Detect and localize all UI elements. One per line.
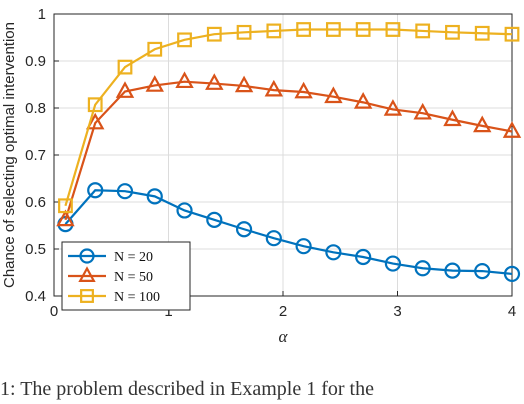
- triangle-marker: [115, 81, 135, 98]
- y-tick-label: 0.8: [25, 100, 46, 117]
- triangle-marker: [294, 81, 313, 99]
- square-marker: [474, 25, 490, 41]
- square-marker: [355, 22, 371, 37]
- square-marker: [266, 23, 282, 39]
- square-marker: [236, 24, 252, 40]
- triangle-marker: [86, 112, 105, 130]
- series-3: [58, 22, 520, 214]
- circle-marker: [146, 188, 163, 205]
- circle-marker: [235, 221, 253, 238]
- circle-marker: [503, 265, 521, 283]
- circle-marker: [444, 262, 461, 279]
- chart: 0 1 2 3 40.40.50.60.70.80.91 N = 20N = 50N =…: [1, 6, 522, 346]
- y-axis-label: Chance of selecting optimal intervention: [1, 22, 18, 288]
- triangle-marker: [443, 109, 462, 127]
- triangle-marker: [383, 99, 403, 116]
- y-tick-label: 0.6: [25, 194, 46, 211]
- circle-marker: [116, 183, 134, 200]
- axis-ticks: 0 1 2 3 4 0.4 0.5 0.6 0.7 0.8 0.9 1: [25, 6, 516, 320]
- triangle-marker: [175, 71, 194, 89]
- triangle-marker: [413, 102, 432, 120]
- series-1: [57, 182, 521, 283]
- circle-marker: [325, 244, 342, 261]
- square-marker: [58, 198, 73, 214]
- square-marker: [415, 23, 431, 39]
- circle-marker: [79, 248, 95, 264]
- triangle-marker: [353, 92, 373, 109]
- x-axis-label: α: [279, 327, 289, 346]
- x-tick-label: 2: [279, 303, 287, 320]
- triangle-marker: [145, 75, 164, 92]
- square-marker: [87, 97, 103, 113]
- y-tick-label: 0.7: [25, 147, 46, 164]
- series-line: [64, 28, 513, 207]
- x-tick-label: 1: [164, 303, 172, 320]
- legend-item: N = 100: [68, 289, 160, 305]
- legend-item: N = 20: [68, 248, 153, 265]
- triangle-marker: [324, 86, 343, 104]
- triangle-marker: [205, 73, 224, 90]
- y-tick-label: 0.9: [25, 53, 46, 70]
- square-marker: [445, 24, 460, 40]
- legend-label: N = 100: [114, 290, 160, 305]
- x-tick-label: 3: [393, 303, 401, 320]
- circle-marker: [414, 260, 431, 277]
- square-marker: [296, 22, 312, 37]
- legend-label: N = 20: [114, 250, 153, 265]
- series-line: [64, 80, 513, 221]
- square-marker: [504, 26, 520, 42]
- circle-marker: [295, 238, 312, 255]
- legend-label: N = 50: [114, 270, 153, 285]
- triangle-marker: [264, 79, 284, 97]
- x-tick-label: 0: [50, 303, 58, 320]
- circle-marker: [265, 230, 282, 247]
- x-tick-label: 4: [508, 303, 516, 320]
- circle-marker: [474, 262, 491, 280]
- circle-marker: [176, 202, 193, 219]
- square-marker: [117, 59, 133, 75]
- square-marker: [80, 289, 94, 303]
- figure-caption: 1: The problem described in Example 1 fo…: [0, 378, 374, 400]
- series-2: [56, 71, 522, 227]
- square-marker: [206, 26, 222, 42]
- circle-marker: [384, 255, 402, 272]
- triangle-marker: [78, 266, 96, 282]
- legend: N = 20 N = 50 N = 100: [61, 241, 191, 311]
- square-marker: [325, 22, 341, 37]
- circle-marker: [206, 211, 223, 228]
- circle-marker: [87, 182, 104, 199]
- square-marker: [147, 41, 163, 57]
- y-tick-label: 0.5: [25, 241, 46, 258]
- series-layer: [56, 22, 522, 283]
- series-line: [64, 189, 513, 276]
- y-tick-label: 1: [38, 6, 46, 23]
- legend-item: N = 50: [68, 266, 153, 285]
- circle-marker: [355, 248, 372, 266]
- square-marker: [177, 32, 192, 48]
- square-marker: [385, 22, 401, 37]
- triangle-marker: [56, 209, 75, 227]
- y-tick-label: 0.4: [25, 288, 46, 305]
- triangle-marker: [502, 121, 522, 138]
- triangle-marker: [234, 75, 254, 93]
- triangle-marker: [473, 115, 492, 133]
